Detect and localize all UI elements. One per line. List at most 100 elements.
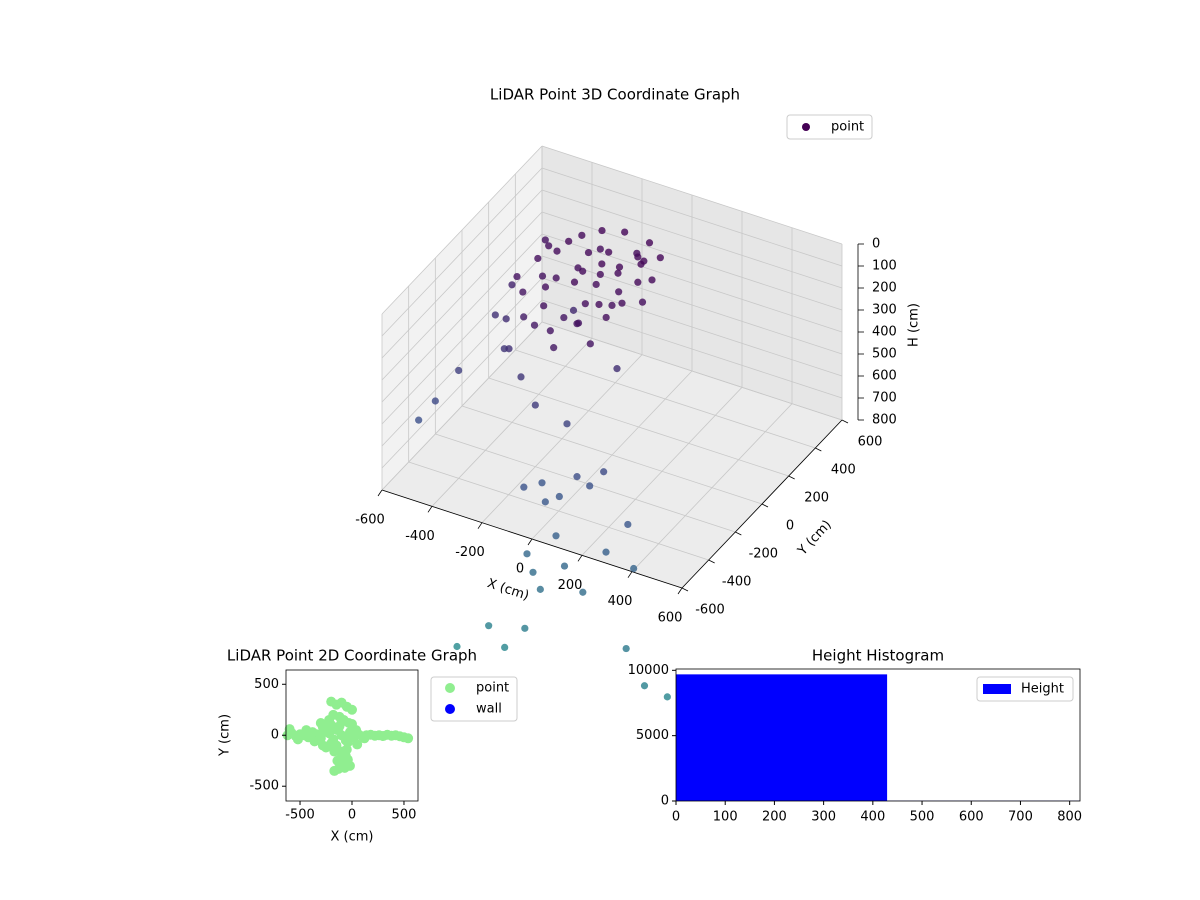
point — [581, 300, 589, 308]
point — [595, 300, 603, 309]
tick-mark — [377, 489, 383, 497]
point — [502, 315, 510, 323]
point — [508, 281, 516, 289]
y-tick-label: 400 — [831, 463, 856, 478]
x-tick-label: 200 — [558, 578, 583, 593]
point — [552, 532, 560, 540]
point — [565, 237, 573, 245]
point — [560, 313, 568, 322]
point — [415, 416, 423, 424]
point — [545, 242, 553, 250]
grid-line — [381, 321, 543, 491]
y-tick-label: 0 — [271, 728, 279, 743]
point — [453, 642, 461, 651]
point — [521, 624, 529, 632]
point — [513, 272, 521, 281]
point — [520, 483, 528, 491]
y-tick-label: 0 — [661, 794, 669, 809]
point — [536, 585, 544, 593]
point — [640, 257, 648, 265]
y-tick-label: 200 — [804, 491, 829, 506]
z-axis-label: H (cm) — [907, 303, 922, 347]
point — [517, 373, 525, 381]
point — [578, 231, 586, 239]
tick-mark — [735, 531, 742, 536]
point — [538, 272, 547, 280]
point — [569, 306, 578, 314]
point — [602, 548, 610, 556]
point — [347, 704, 357, 715]
point — [292, 734, 303, 745]
y-tick-label: 600 — [858, 435, 883, 450]
point — [640, 682, 649, 690]
grid-line — [381, 145, 543, 315]
point — [573, 473, 581, 481]
point — [284, 724, 295, 735]
x-axis-label: X (cm) — [331, 830, 374, 845]
point — [553, 247, 561, 255]
x-tick-label: 600 — [959, 810, 984, 825]
y-tick-label: 0 — [786, 519, 794, 534]
point — [584, 248, 593, 257]
point — [633, 249, 641, 257]
point — [491, 311, 499, 319]
point — [570, 278, 579, 286]
grid-line — [488, 377, 789, 477]
point — [621, 228, 629, 236]
point — [333, 723, 344, 734]
grid-line — [541, 299, 843, 399]
tick-mark — [577, 555, 583, 562]
point — [530, 321, 539, 329]
z-tick-label: 600 — [872, 369, 897, 384]
x-tick-label: 400 — [860, 810, 885, 825]
x-tick-label: 200 — [762, 810, 787, 825]
grid-line — [435, 433, 736, 533]
point — [563, 420, 571, 428]
grid-line — [515, 349, 816, 449]
point — [598, 260, 606, 268]
grid-line — [381, 167, 543, 337]
axes-frame — [675, 668, 1081, 802]
legend-label: point — [831, 120, 864, 135]
y-tick-label: 500 — [254, 677, 279, 692]
z-tick-label: 100 — [872, 259, 897, 274]
x-tick-label: 500 — [392, 808, 417, 823]
point — [552, 274, 560, 282]
y-tick-label: -500 — [249, 779, 279, 794]
tick-mark — [761, 503, 769, 508]
point — [592, 280, 600, 289]
point — [455, 366, 463, 375]
grid-line — [381, 299, 543, 469]
z-tick-label: 800 — [872, 413, 897, 428]
tick-mark — [477, 522, 483, 529]
x-tick-label: 0 — [348, 808, 356, 823]
z-tick-label: 0 — [872, 237, 880, 252]
tick-mark — [527, 538, 533, 546]
point — [359, 733, 370, 744]
point — [501, 643, 509, 652]
y-tick-label: 5000 — [636, 728, 669, 743]
y-tick-label: 10000 — [628, 663, 669, 678]
point — [586, 482, 594, 490]
point — [538, 479, 546, 487]
legend-marker — [445, 704, 455, 714]
point — [333, 763, 344, 774]
legend-marker — [445, 683, 455, 693]
point — [485, 622, 493, 630]
chart-title: LiDAR Point 2D Coordinate Graph — [227, 647, 477, 665]
point — [315, 718, 326, 729]
point — [622, 644, 630, 653]
point — [541, 283, 550, 291]
point — [656, 254, 664, 262]
x-tick-label: 800 — [1057, 810, 1082, 825]
point — [520, 313, 528, 321]
point — [342, 754, 353, 765]
point — [329, 746, 340, 757]
point — [596, 245, 604, 253]
tick-mark — [677, 587, 683, 595]
tick-mark — [841, 419, 849, 424]
legend-patch — [983, 684, 1011, 694]
bars — [676, 674, 1080, 801]
point — [317, 740, 328, 751]
